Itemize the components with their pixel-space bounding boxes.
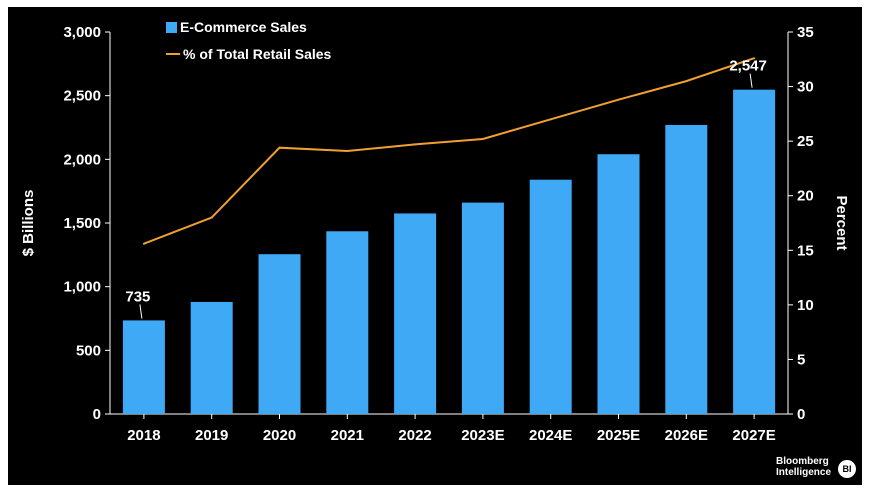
x-tick-label: 2020 — [263, 427, 296, 444]
bar-2025E — [597, 154, 640, 415]
chart-svg: 0 500 1,000 1,500 2,000 2,500 3,000 0 5 10 15 20 25 3… — [20, 19, 850, 444]
bar-2022 — [394, 213, 437, 414]
line-point-2023E — [481, 137, 484, 140]
data-label-leader — [749, 73, 753, 88]
bar-2018 — [122, 320, 165, 414]
brand-line-1: Bloomberg — [776, 456, 829, 467]
y-tick-label: 3,000 — [63, 24, 101, 41]
x-tick-label: 2026E — [665, 427, 708, 444]
x-tick-label: 2023E — [461, 427, 504, 444]
legend-label-line: % of Total Retail Sales — [183, 46, 332, 62]
data-label-2027E: 2,547 — [729, 58, 767, 75]
data-label-leader — [139, 304, 143, 319]
bar-2023E — [461, 202, 504, 414]
line-point-2021 — [346, 149, 349, 152]
y2-tick-label: 25 — [797, 133, 814, 150]
brand-logo: Bloomberg Intelligence — [776, 456, 831, 478]
legend-swatch-bar — [166, 22, 177, 33]
y-axis-title: $ Billions — [20, 190, 37, 257]
bar-2021 — [326, 231, 369, 414]
line-point-2018 — [142, 242, 145, 245]
y-tick-label: 500 — [76, 342, 101, 359]
bar-2027E — [733, 89, 776, 414]
legend-label-bar: E-Commerce Sales — [180, 19, 307, 35]
y2-tick-label: 30 — [797, 79, 814, 96]
x-tick-label: 2018 — [127, 427, 160, 444]
y-tick-label: 0 — [93, 406, 101, 423]
line-percent-retail — [143, 57, 755, 245]
brand-badge: BI — [838, 460, 856, 478]
line-point-2024E — [549, 118, 552, 121]
bar-2019 — [190, 301, 233, 414]
x-tick-label: 2025E — [597, 427, 640, 444]
line-point-2025E — [617, 98, 620, 101]
data-label-2018: 735 — [125, 288, 150, 305]
x-tick-label: 2022 — [398, 427, 431, 444]
y2-tick-label: 0 — [797, 406, 805, 423]
line-point-2019 — [210, 216, 213, 219]
y2-axis-title: Percent — [833, 195, 850, 250]
y-tick-label: 2,000 — [63, 151, 101, 168]
x-tick-label: 2024E — [529, 427, 572, 444]
y-tick-label: 2,500 — [63, 88, 101, 105]
x-tick-label: 2019 — [195, 427, 228, 444]
x-tick-label: 2027E — [732, 427, 775, 444]
bar-2024E — [529, 179, 572, 414]
y2-tick-label: 35 — [797, 24, 814, 41]
y2-tick-label: 15 — [797, 242, 814, 259]
y2-tick-label: 5 — [797, 351, 805, 368]
line-point-2027E — [753, 57, 756, 60]
line-point-2020 — [278, 146, 281, 149]
y2-tick-label: 20 — [797, 188, 814, 205]
y-tick-label: 1,500 — [63, 215, 101, 232]
chart-panel: 0 500 1,000 1,500 2,000 2,500 3,000 0 5 10 15 20 25 3… — [8, 7, 862, 485]
bar-2026E — [665, 124, 708, 414]
y2-tick-label: 10 — [797, 297, 814, 314]
x-tick-label: 2021 — [331, 427, 364, 444]
line-point-2026E — [685, 80, 688, 83]
brand-line-2: Intelligence — [776, 467, 832, 478]
y-tick-label: 1,000 — [63, 279, 101, 296]
line-point-2022 — [414, 143, 417, 146]
bar-2020 — [258, 254, 301, 414]
